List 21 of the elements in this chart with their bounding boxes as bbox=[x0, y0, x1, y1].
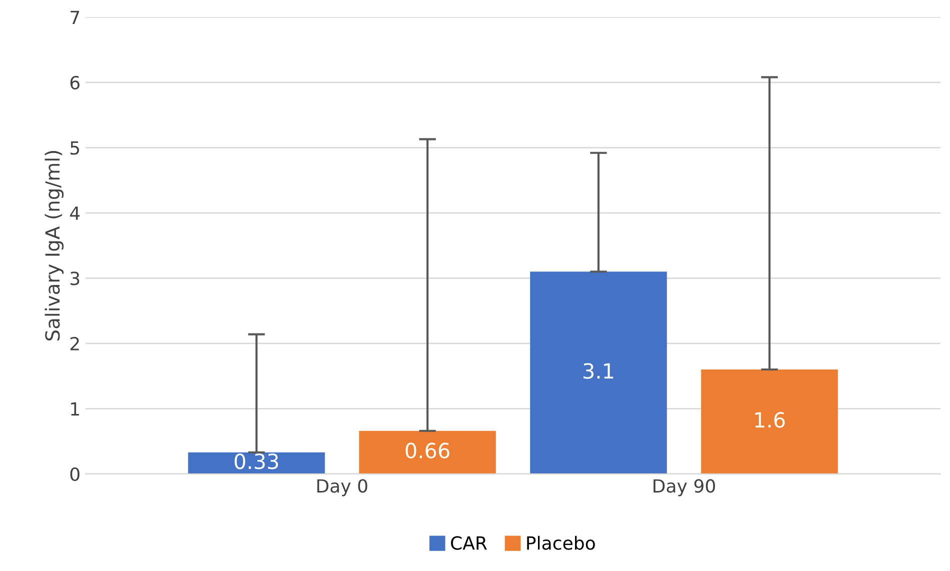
y-axis-title: Salivary IgA (ng/ml) bbox=[44, 150, 64, 340]
legend-label: CAR bbox=[450, 536, 487, 550]
y-tick-label: 6 bbox=[70, 76, 80, 90]
y-tick-label: 3 bbox=[70, 272, 80, 286]
y-tick-label: 7 bbox=[70, 10, 80, 24]
y-tick-label: 0 bbox=[70, 467, 80, 482]
y-tick-label: 4 bbox=[70, 206, 80, 220]
x-tick-label: Day 90 bbox=[654, 479, 715, 496]
data-label: 0.66 bbox=[406, 442, 450, 458]
bar bbox=[188, 452, 325, 474]
data-label: 1.6 bbox=[755, 412, 785, 428]
bar bbox=[530, 272, 667, 474]
bar bbox=[359, 430, 496, 474]
y-tick-label: 5 bbox=[70, 141, 80, 155]
x-tick-label: Day 0 bbox=[317, 479, 368, 496]
y-tick-label: 2 bbox=[70, 336, 79, 350]
legend-label: Placebo bbox=[527, 536, 595, 550]
data-label: 3.1 bbox=[584, 363, 614, 379]
data-label: 0.33 bbox=[234, 453, 278, 470]
bar bbox=[701, 370, 838, 474]
y-tick-label: 1 bbox=[71, 402, 79, 416]
